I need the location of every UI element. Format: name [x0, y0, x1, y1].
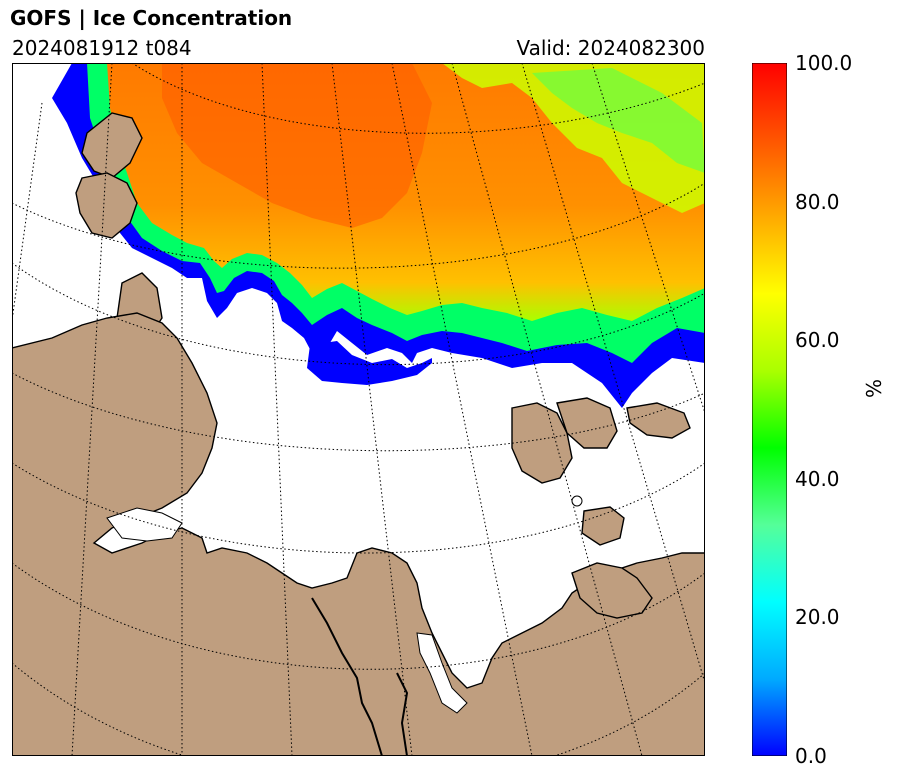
landmass-island-east-a — [556, 397, 618, 449]
colorbar-tick-label: 20.0 — [795, 605, 840, 630]
valid-time-label: Valid: 2024082300 — [516, 36, 705, 60]
sea-ice-layer — [52, 63, 705, 408]
map-svg — [12, 63, 705, 756]
colorbar-tick-label: 80.0 — [795, 189, 840, 214]
latitude-circle-1 — [131, 63, 705, 134]
latitude-circle-3 — [12, 262, 705, 366]
map-panel[interactable] — [12, 63, 705, 756]
colorbar-tick-label: 40.0 — [795, 466, 840, 491]
landmass-island-east-b — [626, 402, 691, 439]
map-border — [12, 63, 705, 756]
river-ob — [311, 597, 383, 756]
lakes-layer — [106, 495, 583, 714]
meridian-9 — [591, 63, 705, 414]
landmass-island-east-c — [581, 506, 625, 546]
latitude-circle-5 — [12, 462, 705, 554]
lake-white-sea — [106, 507, 183, 542]
colorbar-tick-label: 0.0 — [795, 744, 827, 768]
colorbar-tick-label: 60.0 — [795, 328, 840, 353]
river-yenisei — [396, 672, 409, 756]
landmass-svalbard — [81, 112, 143, 179]
model-run-label: 2024081912 t084 — [12, 36, 192, 60]
latitude-circle-4 — [12, 372, 705, 452]
graticule-layer — [12, 63, 705, 756]
meridian-5 — [331, 63, 413, 756]
landmass-peninsula — [571, 562, 653, 619]
figure-title: GOFS | Ice Concentration — [10, 6, 293, 30]
colorbar-unit-label: % — [862, 378, 886, 398]
lake-small-a — [571, 495, 583, 507]
landmass-severnaya-zemlya — [511, 402, 573, 484]
land-layer — [12, 112, 705, 756]
colorbar-tick-label: 100.0 — [795, 51, 853, 75]
landmass-svalbard-south — [75, 172, 138, 239]
colorbar — [752, 63, 787, 756]
colorbar-gradient — [752, 63, 787, 756]
meridian-6 — [391, 63, 533, 756]
ice-mid-patch — [532, 68, 705, 173]
ice-peak-area — [162, 63, 432, 228]
lake-gulf-ob — [416, 632, 468, 714]
ice-edge-tongue — [307, 341, 432, 385]
latitude-circle-2 — [12, 182, 705, 269]
rivers-layer — [311, 597, 409, 756]
